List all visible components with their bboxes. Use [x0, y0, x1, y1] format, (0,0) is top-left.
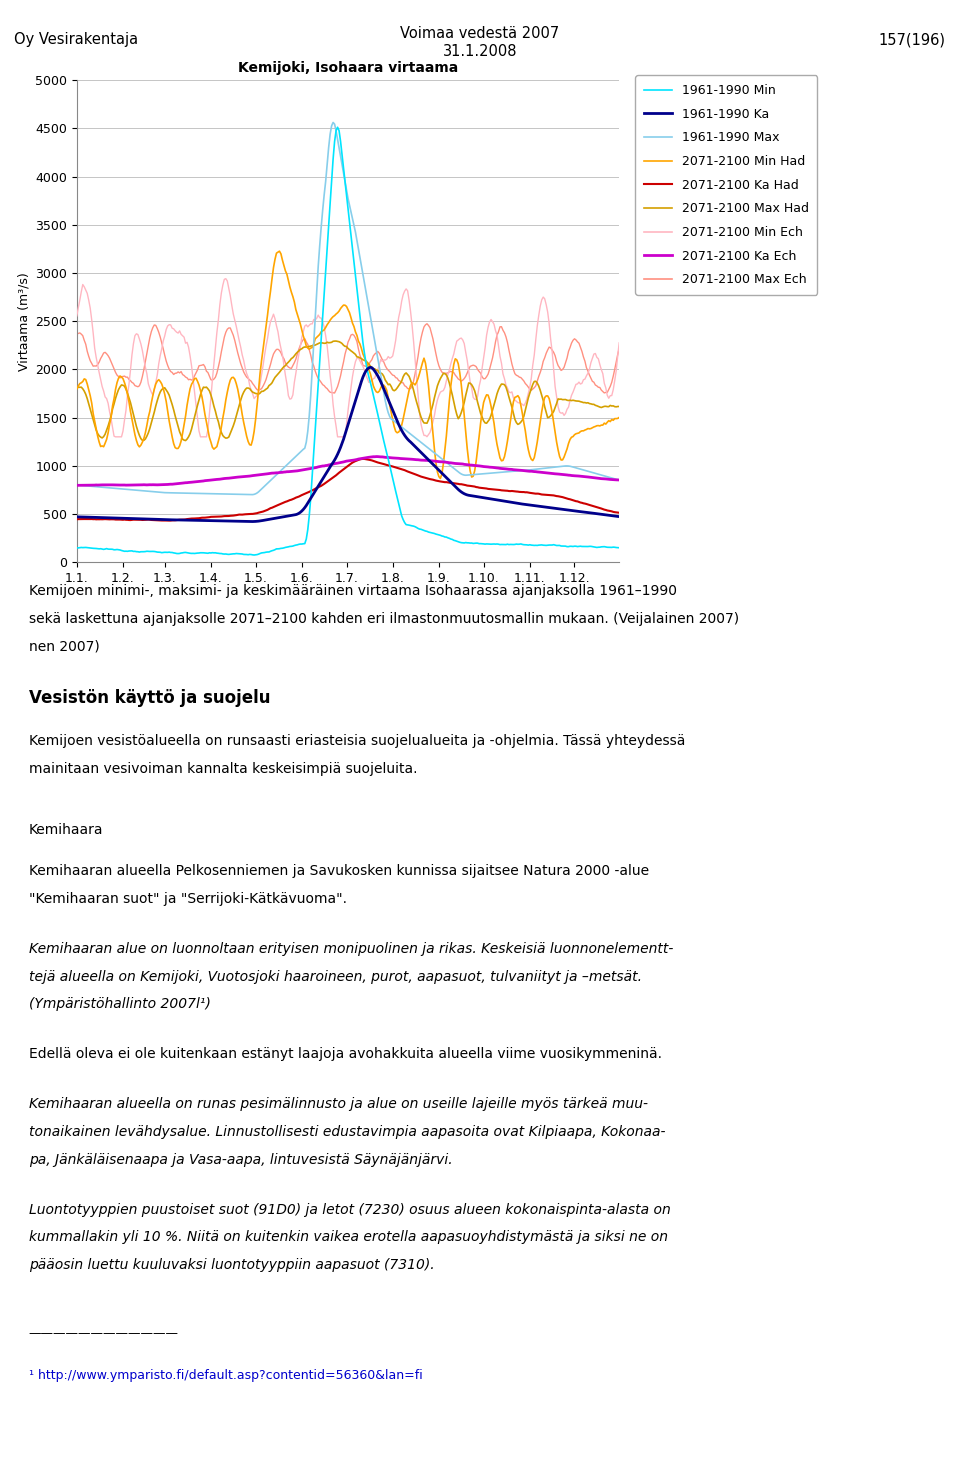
Text: Kemihaara: Kemihaara: [29, 822, 104, 837]
Text: tonaikainen levähdysalue. Linnustollisesti edustavimpia aapasoita ovat Kilpiaapa: tonaikainen levähdysalue. Linnustollises…: [29, 1126, 665, 1139]
Text: kummallakin yli 10 %. Niitä on kuitenkin vaikea erotella aapasuoyhdistymästä ja : kummallakin yli 10 %. Niitä on kuitenkin…: [29, 1231, 668, 1244]
Text: 31.1.2008: 31.1.2008: [443, 44, 517, 58]
Text: Kemijoen vesistöalueella on runsaasti eriasteisia suojelualueita ja -ohjelmia. T: Kemijoen vesistöalueella on runsaasti er…: [29, 734, 685, 748]
Text: Luontotyyppien puustoiset suot (91D0) ja letot (7230) osuus alueen kokonaispinta: Luontotyyppien puustoiset suot (91D0) ja…: [29, 1203, 670, 1216]
Text: "Kemihaaran suot" ja "Serrijoki-Kätkävuoma".: "Kemihaaran suot" ja "Serrijoki-Kätkävuo…: [29, 892, 347, 905]
Text: mainitaan vesivoiman kannalta keskeisimpiä suojeluita.: mainitaan vesivoiman kannalta keskeisimp…: [29, 762, 418, 775]
Title: Kemijoki, Isohaara virtaama: Kemijoki, Isohaara virtaama: [238, 61, 458, 74]
Text: nen 2007): nen 2007): [29, 639, 100, 654]
Legend: 1961-1990 Min, 1961-1990 Ka, 1961-1990 Max, 2071-2100 Min Had, 2071-2100 Ka Had,: 1961-1990 Min, 1961-1990 Ka, 1961-1990 M…: [636, 76, 818, 295]
Text: Kemihaaran alueella Pelkosenniemen ja Savukosken kunnissa sijaitsee Natura 2000 : Kemihaaran alueella Pelkosenniemen ja Sa…: [29, 864, 649, 877]
Text: pa, Jänkäläisenaapa ja Vasa-aapa, lintuvesistä Säynäjänjärvi.: pa, Jänkäläisenaapa ja Vasa-aapa, lintuv…: [29, 1153, 452, 1167]
Text: Kemijoen minimi-, maksimi- ja keskimääräinen virtaama Isohaarassa ajanjaksolla 1: Kemijoen minimi-, maksimi- ja keskimäärä…: [29, 584, 677, 599]
Text: pääosin luettu kuuluvaksi luontotyyppiin aapasuot (7310).: pääosin luettu kuuluvaksi luontotyyppiin…: [29, 1259, 435, 1272]
Text: Vesistön käyttö ja suojelu: Vesistön käyttö ja suojelu: [29, 689, 271, 708]
Text: ————————————: ————————————: [29, 1327, 179, 1340]
Text: tejä alueella on Kemijoki, Vuotosjoki haaroineen, purot, aapasuot, tulvaniityt j: tejä alueella on Kemijoki, Vuotosjoki ha…: [29, 969, 642, 984]
Text: Voimaa vedestä 2007: Voimaa vedestä 2007: [400, 26, 560, 41]
Text: sekä laskettuna ajanjaksolle 2071–2100 kahden eri ilmastonmuutosmallin mukaan. (: sekä laskettuna ajanjaksolle 2071–2100 k…: [29, 612, 739, 626]
Text: Kemihaaran alue on luonnoltaan erityisen monipuolinen ja rikas. Keskeisiä luonno: Kemihaaran alue on luonnoltaan erityisen…: [29, 942, 673, 956]
Text: Kemihaaran alueella on runas pesimälinnusto ja alue on useille lajeille myös tär: Kemihaaran alueella on runas pesimälinnu…: [29, 1098, 648, 1111]
Y-axis label: Virtaama (m³/s): Virtaama (m³/s): [18, 272, 31, 371]
Text: Edellä oleva ei ole kuitenkaan estänyt laajoja avohakkuita alueella viime vuosik: Edellä oleva ei ole kuitenkaan estänyt l…: [29, 1047, 661, 1061]
Text: ¹ http://www.ymparisto.fi/default.asp?contentid=56360&lan=fi: ¹ http://www.ymparisto.fi/default.asp?co…: [29, 1369, 422, 1383]
Text: Oy Vesirakentaja: Oy Vesirakentaja: [14, 32, 138, 47]
Text: (Ympäristöhallinto 2007l¹): (Ympäristöhallinto 2007l¹): [29, 997, 210, 1012]
Text: 157(196): 157(196): [878, 32, 946, 47]
